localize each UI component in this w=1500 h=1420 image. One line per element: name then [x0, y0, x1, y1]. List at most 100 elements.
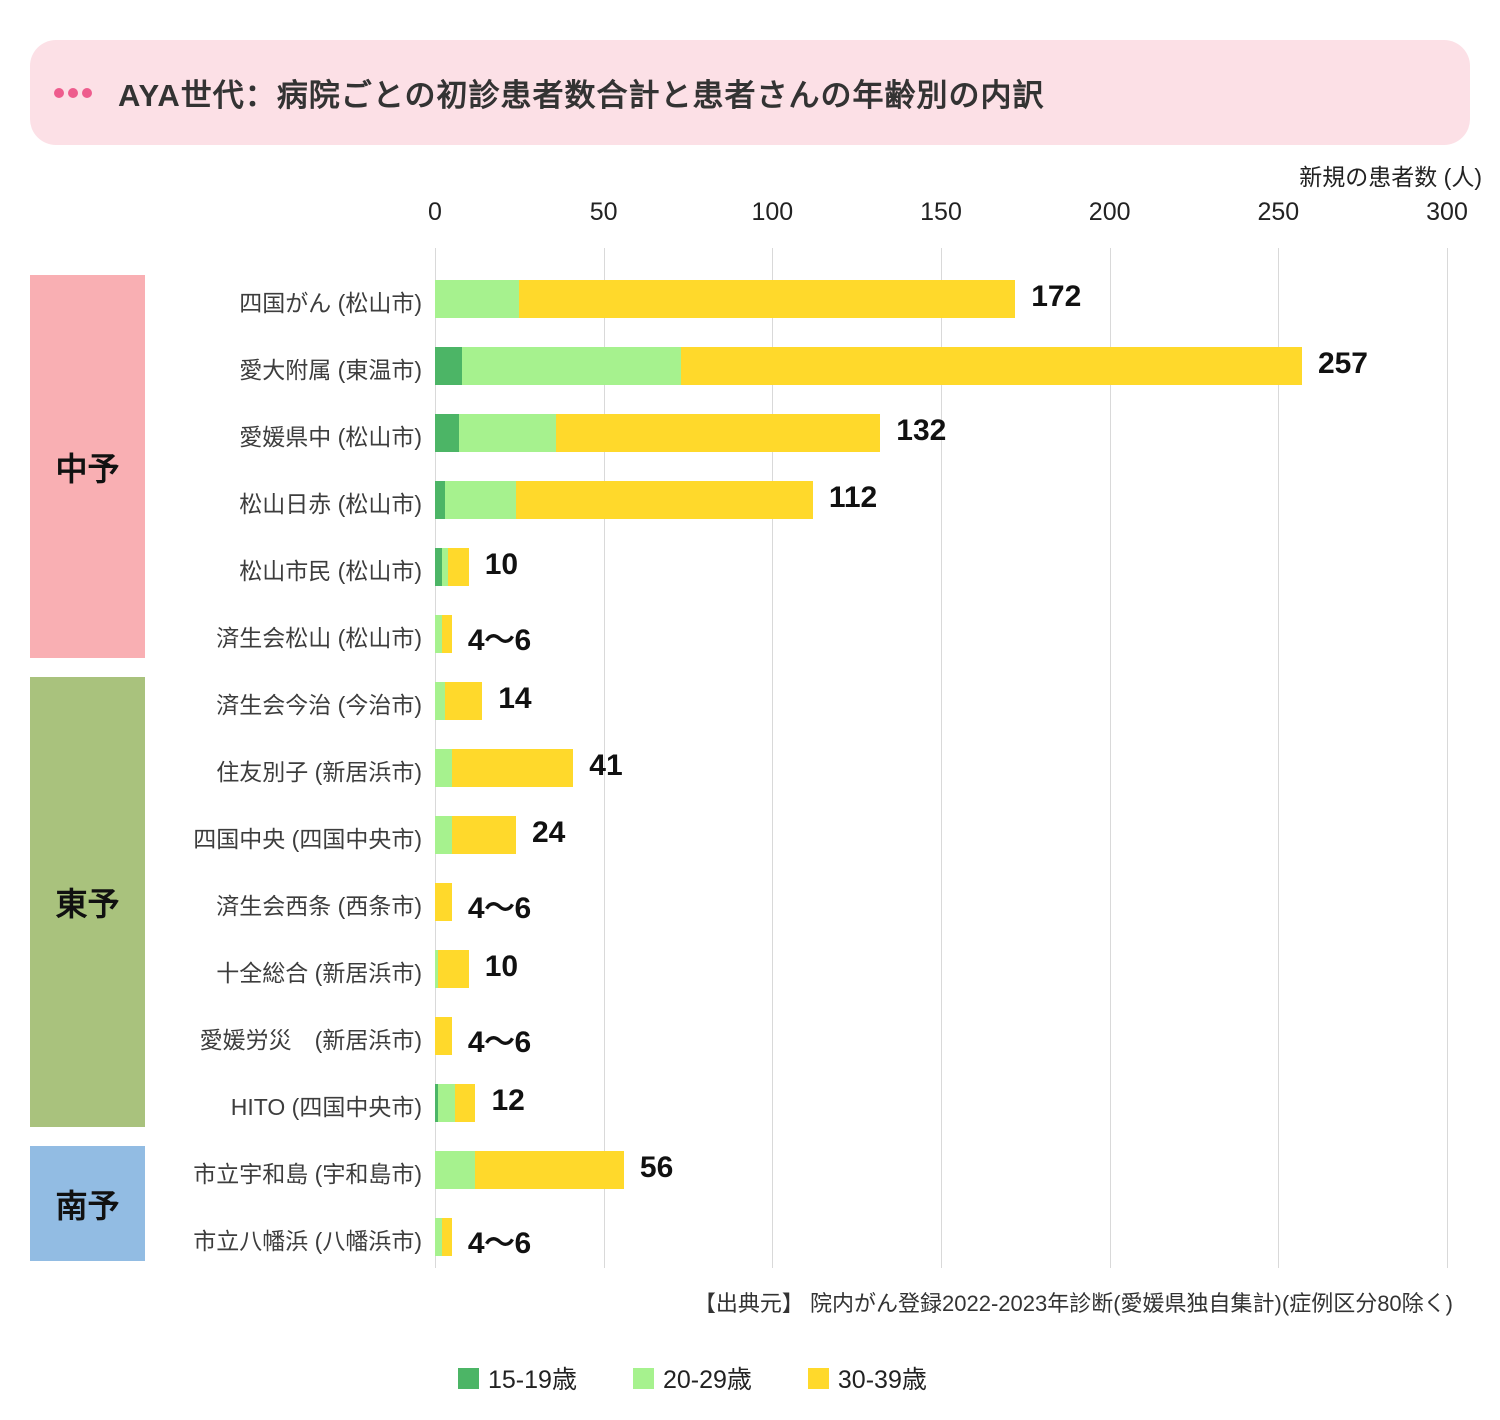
- dot: [82, 87, 92, 98]
- bar-row: [435, 1017, 452, 1055]
- legend-item-20-29歳: 20-29歳: [632, 1360, 752, 1396]
- legend-swatch-icon: [632, 1367, 654, 1389]
- bar-total-label: 41: [589, 749, 623, 782]
- bar-segment-20-29歳: [435, 816, 452, 854]
- gridline: [1109, 248, 1111, 1268]
- bar-total-label: 4〜6: [467, 1227, 532, 1260]
- bar-total-label: 112: [828, 481, 878, 514]
- bar-row: [435, 950, 469, 988]
- bar-segment-15-19歳: [435, 481, 446, 519]
- bar-segment-20-29歳: [435, 749, 452, 787]
- bar-total-label: 14: [498, 682, 532, 715]
- bar-segment-20-29歳: [435, 280, 520, 318]
- hospital-label: 市立八幡浜 (八幡浜市): [193, 1228, 422, 1254]
- bar-total-label: 12: [491, 1084, 525, 1117]
- gridline: [603, 248, 605, 1268]
- legend-label: 20-29歳: [662, 1366, 752, 1394]
- bar-row: [435, 280, 1016, 318]
- hospital-label: 愛媛労災 (新居浜市): [199, 1027, 422, 1053]
- bar-segment-15-19歳: [435, 548, 442, 586]
- hospital-label: 済生会松山 (松山市): [216, 625, 422, 651]
- dot: [54, 87, 64, 98]
- bar-row: [435, 347, 1302, 385]
- legend-swatch-icon: [807, 1367, 829, 1389]
- dot: [68, 87, 78, 98]
- gridline: [1278, 248, 1280, 1268]
- bar-segment-15-19歳: [435, 414, 459, 452]
- gridline: [772, 248, 774, 1268]
- axis-title: 新規の患者数 (人): [1299, 164, 1482, 190]
- bar-total-label: 132: [896, 414, 947, 447]
- bar-segment-30-39歳: [681, 347, 1302, 385]
- bar-segment-20-29歳: [458, 414, 557, 452]
- bar-row: [435, 1218, 452, 1256]
- region-block-nanyo: 南予: [30, 1146, 145, 1261]
- bar-row: [435, 682, 483, 720]
- bar-total-label: 172: [1031, 280, 1082, 313]
- hospital-label: 四国中央 (四国中央市): [193, 826, 422, 852]
- bar-total-label: 257: [1317, 347, 1368, 380]
- hospital-label: 済生会西条 (西条市): [216, 893, 422, 919]
- bar-row: [435, 548, 469, 586]
- bar-segment-20-29歳: [441, 548, 449, 586]
- hospital-label: 愛大附属 (東温市): [239, 357, 422, 383]
- hospital-label: HITO (四国中央市): [230, 1094, 422, 1120]
- bar-segment-20-29歳: [435, 1218, 442, 1256]
- bar-row: [435, 1151, 624, 1189]
- title-banner: AYA世代：病院ごとの初診患者数合計と患者さんの年齢別の内訳: [30, 40, 1470, 145]
- legend-label: 30-39歳: [837, 1366, 927, 1394]
- bar-segment-30-39歳: [455, 1084, 476, 1122]
- region-block-toyo: 東予: [30, 677, 145, 1127]
- bar-segment-30-39歳: [475, 1151, 624, 1189]
- bar-segment-30-39歳: [448, 548, 469, 586]
- bar-segment-30-39歳: [441, 1218, 452, 1256]
- bar-segment-20-29歳: [435, 615, 442, 653]
- bar-row: [435, 615, 452, 653]
- bar-segment-30-39歳: [451, 749, 574, 787]
- bar-segment-30-39歳: [451, 816, 516, 854]
- bar-total-label: 10: [484, 950, 519, 983]
- bar-total-label: 10: [484, 548, 519, 581]
- bar-segment-30-39歳: [445, 682, 483, 720]
- bar-row: [435, 481, 813, 519]
- bar-segment-20-29歳: [435, 682, 446, 720]
- bar-total-label: 24: [531, 816, 566, 849]
- x-tick-label: 150: [920, 198, 962, 226]
- gridline: [941, 248, 942, 1268]
- bar-segment-30-39歳: [515, 481, 813, 519]
- bar-segment-20-29歳: [435, 950, 439, 988]
- source-note: 【出典元】 院内がん登録2022-2023年診断(愛媛県独自集計)(症例区分80…: [693, 1291, 1453, 1316]
- legend-swatch-icon: [458, 1367, 479, 1389]
- hospital-label: 住友別子 (新居浜市): [216, 759, 422, 785]
- bar-segment-30-39歳: [556, 414, 881, 452]
- hospital-label: 市立宇和島 (宇和島市): [193, 1161, 422, 1187]
- hospital-label: 済生会今治 (今治市): [216, 692, 422, 718]
- page-title: AYA世代：病院ごとの初診患者数合計と患者さんの年齢別の内訳: [118, 78, 1045, 113]
- x-tick-label: 50: [589, 198, 618, 226]
- bar-row: [435, 883, 452, 921]
- bar-segment-20-29歳: [435, 1151, 476, 1189]
- bar-segment-30-39歳: [435, 1017, 452, 1055]
- bar-row: [435, 749, 574, 787]
- hospital-label: 四国がん (松山市): [239, 290, 422, 316]
- bar-segment-20-29歳: [461, 347, 682, 385]
- hospital-label: 十全総合 (新居浜市): [216, 960, 422, 986]
- chart-legend: 15-19歳 20-29歳 30-39歳: [458, 1360, 927, 1396]
- legend-item-30-39歳: 30-39歳: [807, 1360, 927, 1396]
- region-block-chuyo: 中予: [30, 275, 145, 658]
- bar-segment-30-39歳: [435, 883, 452, 921]
- bar-segment-30-39歳: [438, 950, 469, 988]
- gridline: [1447, 248, 1448, 1268]
- bar-total-label: 4〜6: [467, 1026, 532, 1059]
- hospital-label: 松山市民 (松山市): [239, 558, 422, 584]
- bar-total-label: 4〜6: [467, 624, 532, 657]
- bar-row: [435, 1084, 476, 1122]
- legend-item-15-19歳: 15-19歳: [458, 1360, 577, 1396]
- hospital-label: 松山日赤 (松山市): [239, 491, 422, 517]
- dots-icon: [54, 87, 92, 98]
- bar-total-label: 4〜6: [467, 892, 532, 925]
- bar-segment-30-39歳: [441, 615, 452, 653]
- x-tick-label: 0: [428, 198, 442, 226]
- x-tick-label: 250: [1257, 198, 1300, 226]
- bar-row: [435, 414, 881, 452]
